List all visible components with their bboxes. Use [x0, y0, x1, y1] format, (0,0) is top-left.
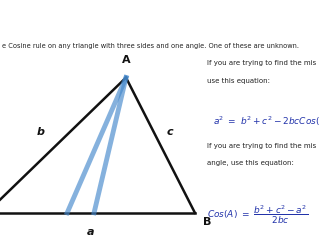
Text: $a^2\ =\ b^2 + c^2 - 2bcCos($: $a^2\ =\ b^2 + c^2 - 2bcCos($ — [213, 115, 321, 128]
Text: A: A — [122, 54, 130, 65]
Text: a: a — [87, 227, 94, 237]
Text: If you are trying to find the mis: If you are trying to find the mis — [207, 143, 316, 149]
Text: c: c — [166, 127, 173, 137]
Text: If you are trying to find the mis: If you are trying to find the mis — [207, 60, 316, 66]
Text: $Cos(A)\ =\ \dfrac{b^2 + c^2 - a^2}{2bc}$: $Cos(A)\ =\ \dfrac{b^2 + c^2 - a^2}{2bc}… — [207, 204, 308, 226]
Text: e Cosine rule on any triangle with three sides and one angle. One of these are u: e Cosine rule on any triangle with three… — [2, 43, 299, 49]
Text: Cosine rule – Cheat sheet: Cosine rule – Cheat sheet — [59, 10, 277, 24]
Text: angle, use this equation:: angle, use this equation: — [207, 161, 294, 167]
Text: use this equation:: use this equation: — [207, 78, 269, 84]
Text: b: b — [36, 127, 44, 137]
Text: B: B — [203, 217, 212, 227]
